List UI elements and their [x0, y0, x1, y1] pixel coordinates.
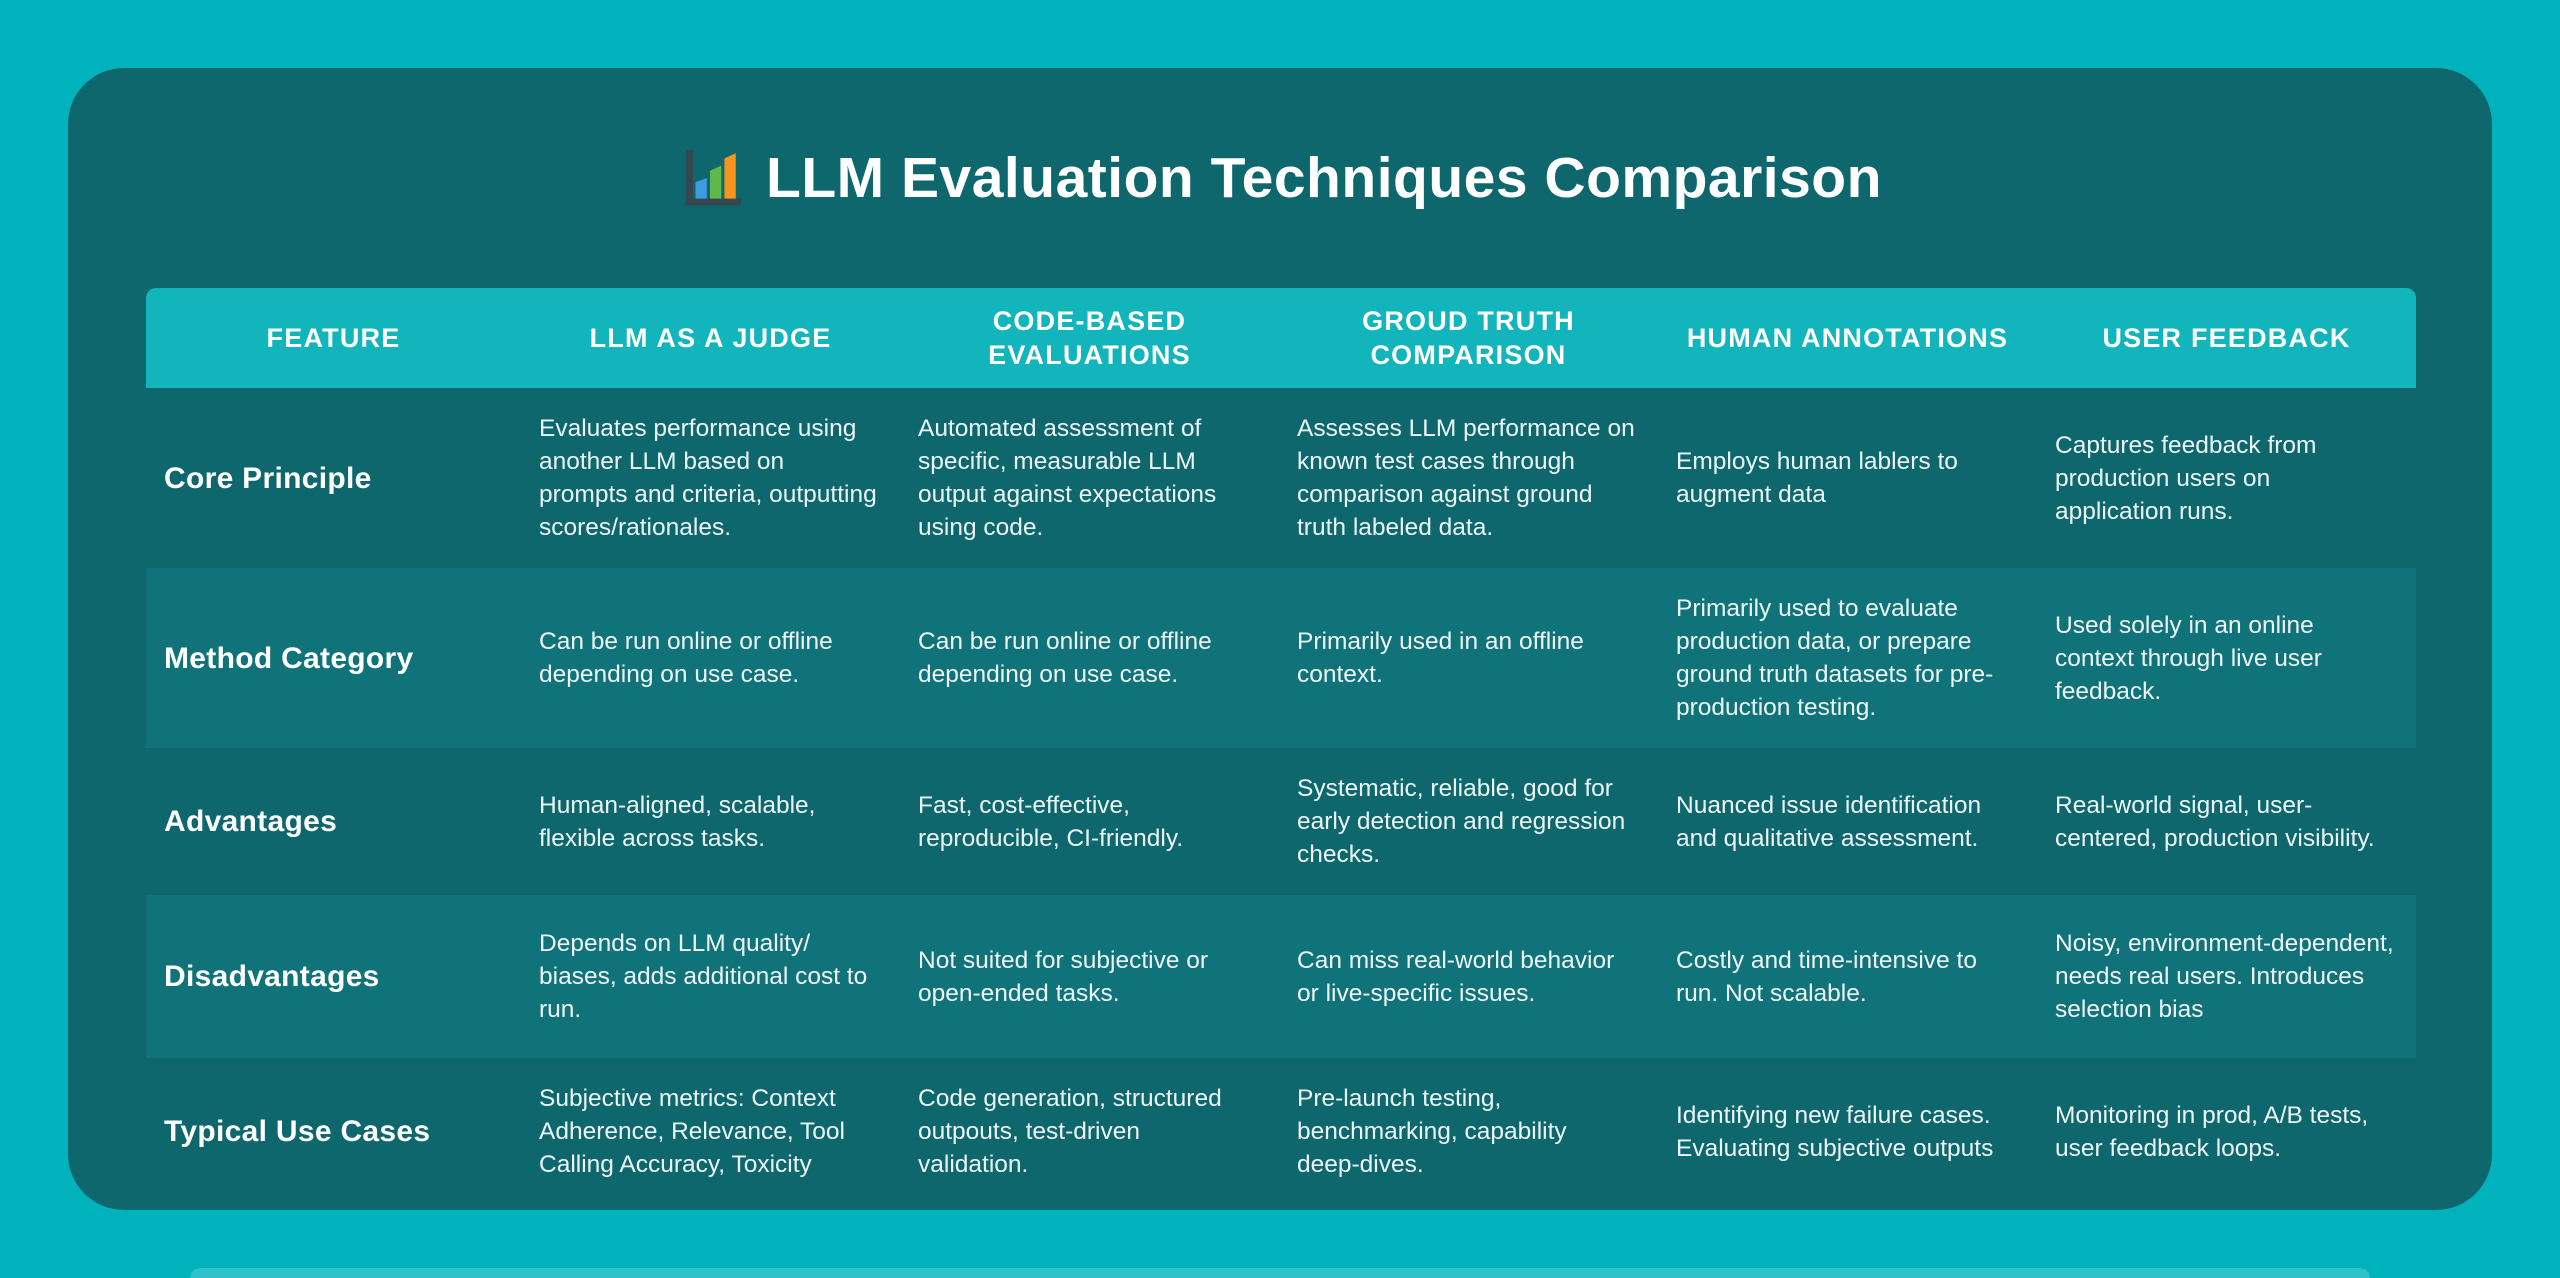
feature-cell: Disadvantages: [146, 895, 521, 1058]
table-cell: Monitoring in prod, A/B tests, user feed…: [2055, 1101, 2369, 1162]
feature-cell: Method Category: [146, 568, 521, 748]
next-card-peek: [190, 1268, 2370, 1278]
table-cell: Noisy, environment-dependent, needs real…: [2037, 895, 2416, 1058]
feature-cell: Core Principle: [164, 461, 372, 495]
table-row: Disadvantages Depends on LLM quality/ bi…: [146, 895, 2416, 1058]
table-cell: Employs human lablers to augment data: [1676, 448, 1958, 508]
table-cell: Can be run online or offline depending o…: [521, 568, 900, 748]
comparison-card: LLM Evaluation Techniques Comparison FEA…: [68, 68, 2492, 1210]
header-row: FEATURE LLM AS A JUDGE CODE-BASED EVALUA…: [146, 288, 2416, 388]
table-cell: Nuanced issue identification and qualita…: [1676, 791, 1982, 852]
table-cell: Can miss real-world behavior or live-spe…: [1279, 895, 1658, 1058]
table-header: FEATURE LLM AS A JUDGE CODE-BASED EVALUA…: [146, 288, 2416, 388]
feature-cell: Advantages: [164, 805, 338, 838]
table-cell: Evaluates performance using another LLM …: [539, 415, 877, 541]
table-cell: Identifying new failure cases. Evaluatin…: [1676, 1101, 1994, 1162]
table-cell: Costly and time-intensive to run. Not sc…: [1658, 895, 2037, 1058]
table-cell: Fast, cost-effective, reproducible, CI-f…: [918, 791, 1184, 852]
table-cell: Human-aligned, scalable, flexible across…: [539, 791, 816, 852]
table-cell: Captures feedback from production users …: [2055, 431, 2317, 525]
column-header-ground-truth: GROUD TRUTH COMPARISON: [1279, 288, 1658, 388]
table-cell: Systematic, reliable, good for early det…: [1297, 775, 1626, 868]
table-cell: Used solely in an online context through…: [2037, 568, 2416, 748]
column-header-feature: FEATURE: [146, 288, 521, 388]
page-title: LLM Evaluation Techniques Comparison: [766, 146, 1882, 210]
table-cell: Depends on LLM quality/ biases, adds add…: [521, 895, 900, 1058]
table-cell: Subjective metrics: Context Adherence, R…: [539, 1085, 845, 1178]
table-row: Core Principle Evaluates performance usi…: [146, 388, 2416, 568]
column-header-llm-judge: LLM AS A JUDGE: [521, 288, 900, 388]
column-header-human-annotations: HUMAN ANNOTATIONS: [1658, 288, 2037, 388]
table-row: Typical Use Cases Subjective metrics: Co…: [146, 1058, 2416, 1205]
table-row: Method Category Can be run online or off…: [146, 568, 2416, 748]
table-cell: Automated assessment of specific, measur…: [918, 415, 1217, 541]
table-cell: Not suited for subjective or open-ended …: [900, 895, 1279, 1058]
table-body: Core Principle Evaluates performance usi…: [146, 388, 2416, 1205]
table-cell: Assesses LLM performance on known test c…: [1297, 415, 1635, 541]
title-row: LLM Evaluation Techniques Comparison: [68, 68, 2492, 218]
table-cell: Primarily used in an offline context.: [1279, 568, 1658, 748]
table-cell: Can be run online or offline depending o…: [900, 568, 1279, 748]
comparison-table: FEATURE LLM AS A JUDGE CODE-BASED EVALUA…: [146, 288, 2416, 1205]
table-cell: Pre-launch testing, benchmarking, capabi…: [1297, 1085, 1567, 1178]
column-header-user-feedback: USER FEEDBACK: [2037, 288, 2416, 388]
table-cell: Real-world signal, user-centered, produc…: [2055, 791, 2375, 852]
column-header-code-based: CODE-BASED EVALUATIONS: [900, 288, 1279, 388]
bar-chart-icon: [678, 145, 744, 211]
table-cell: Primarily used to evaluate production da…: [1658, 568, 2037, 748]
feature-cell: Typical Use Cases: [164, 1115, 431, 1148]
table-row: Advantages Human-aligned, scalable, flex…: [146, 748, 2416, 895]
table-cell: Code generation, structured outpouts, te…: [918, 1085, 1222, 1178]
